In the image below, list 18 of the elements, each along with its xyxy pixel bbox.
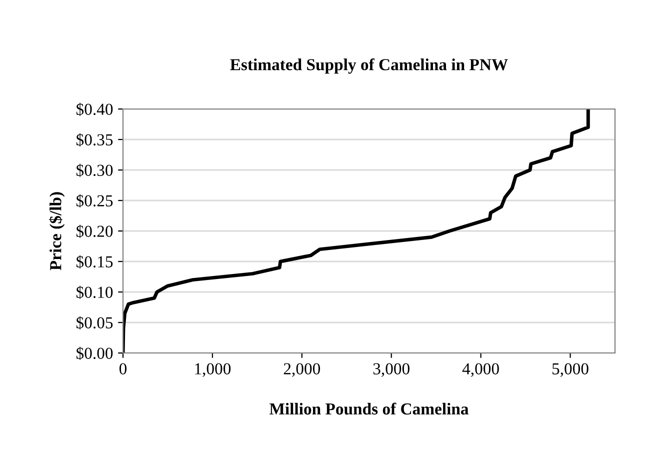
x-tick-label: 2,000 — [284, 363, 320, 377]
y-tick-label: $0.30 — [76, 164, 113, 178]
x-tick-label: 5,000 — [552, 363, 588, 377]
y-tick-label: $0.40 — [76, 102, 113, 116]
y-axis-title: Price ($/lb) — [49, 192, 65, 270]
x-tick-label: 4,000 — [462, 363, 499, 377]
x-tick-label: 1,000 — [195, 363, 231, 377]
y-tick-label: $0.05 — [76, 316, 113, 330]
x-tick-label: 0 — [119, 363, 127, 374]
y-tick-label: $0.25 — [76, 194, 113, 208]
y-tick-label: $0.00 — [76, 346, 113, 360]
y-tick-label: $0.10 — [76, 286, 113, 300]
y-tick-label: $0.20 — [76, 224, 113, 238]
y-tick-label: $0.35 — [76, 133, 113, 147]
x-axis-title: Million Pounds of Camelina — [270, 402, 469, 415]
y-tick-label: $0.15 — [76, 255, 113, 269]
chart-title: Estimated Supply of Camelina in PNW — [230, 58, 508, 74]
x-tick-label: 3,000 — [373, 363, 410, 377]
